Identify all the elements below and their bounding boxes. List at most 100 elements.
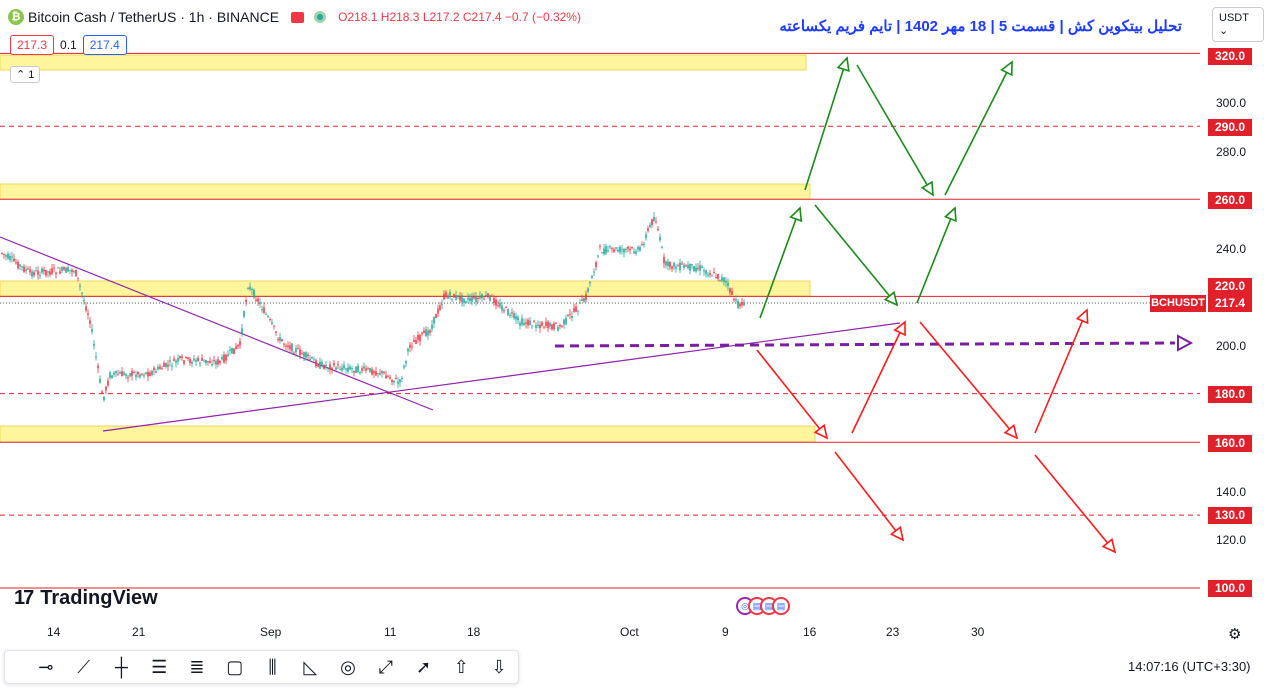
candle-body — [639, 247, 641, 251]
price-label: 240.0 — [1216, 242, 1247, 256]
candle-body — [221, 357, 223, 360]
arrow-down-icon[interactable]: ⇩ — [491, 656, 507, 677]
candle-body — [699, 265, 701, 271]
candle-body — [677, 265, 679, 267]
candle-body — [531, 325, 533, 327]
pitchfork-icon[interactable]: ⫼ — [268, 656, 277, 677]
candle-body — [711, 275, 713, 277]
market-status-icon[interactable] — [291, 11, 305, 23]
brush-icon[interactable]: ⤢ — [378, 656, 393, 677]
drawing-toolbar: ⊸ ⟋ ┼ ☰ ≣ ▢ ⫼ ◺ ◎ ⤢ ➚ ⇧ ⇩ — [4, 650, 519, 684]
vertical-line-icon[interactable]: ┼ — [115, 656, 128, 677]
economic-events[interactable]: ◎ ▤ ▤ ▤ — [736, 597, 790, 615]
candle-body — [493, 297, 495, 304]
currency-selector[interactable]: USDT ⌄ — [1212, 7, 1264, 42]
candle-body — [507, 309, 509, 316]
candle-body — [189, 358, 191, 364]
candle-body — [537, 324, 539, 326]
candle-body — [5, 255, 7, 257]
symbol-title[interactable]: Bitcoin Cash / TetherUS · 1h · BINANCE — [28, 9, 280, 25]
candle-body — [725, 280, 727, 283]
candle-body — [183, 360, 185, 364]
clock[interactable]: 14:07:16 (UTC+3:30) — [1128, 659, 1251, 674]
candle-body — [587, 288, 589, 292]
indicators-collapse-button[interactable]: ⌃ 1 — [10, 66, 41, 83]
candle-body — [155, 371, 157, 373]
candle-body — [423, 330, 425, 334]
candle-body — [697, 267, 699, 269]
bearish-path-arrow-head — [889, 525, 905, 542]
candle-body — [525, 322, 527, 324]
candle-body — [77, 277, 79, 279]
candle-body — [569, 313, 571, 315]
candle-body — [93, 343, 95, 346]
event-flag-icon[interactable]: ▤ — [772, 597, 790, 615]
analysis-title: تحلیل بیتکوین کش | قسمت 5 | 18 مهر 1402 … — [779, 18, 1182, 35]
triangle-pattern-icon[interactable]: ◺ — [303, 656, 318, 677]
candle-body — [667, 261, 669, 266]
arrow-icon[interactable]: ➚ — [415, 656, 432, 677]
candle-body — [599, 246, 601, 248]
rectangle-icon[interactable]: ▢ — [226, 656, 244, 677]
candle-body — [177, 358, 179, 362]
candle-body — [425, 329, 427, 337]
candle-body — [681, 263, 683, 265]
candle-body — [215, 361, 217, 365]
gear-icon[interactable]: ⚙ — [1228, 626, 1242, 643]
bullish-path-arrow — [944, 61, 1013, 196]
trend-line-icon[interactable]: ⟋ — [77, 656, 90, 677]
sell-price-button[interactable]: 217.3 — [10, 35, 55, 55]
candle-body — [339, 369, 341, 371]
candle-body — [607, 250, 609, 252]
candle-body — [475, 296, 477, 303]
candle-body — [483, 298, 485, 300]
candle-body — [167, 364, 169, 367]
candle-body — [567, 314, 569, 316]
candle-body — [299, 349, 301, 356]
candle-body — [731, 290, 733, 295]
symbol-header[interactable]: ₿ Bitcoin Cash / TetherUS · 1h · BINANCE… — [8, 9, 581, 25]
candle-body — [615, 247, 617, 249]
arrow-up-icon[interactable]: ⇧ — [453, 656, 469, 677]
tradingview-logo[interactable]: 17 TradingView — [14, 587, 158, 609]
candle-body — [657, 229, 659, 231]
candle-body — [191, 361, 193, 364]
parallel-channel-icon[interactable]: ☰ — [151, 656, 168, 677]
candle-body — [47, 271, 49, 273]
candle-body — [131, 370, 133, 376]
candle-body — [99, 378, 101, 383]
candle-body — [437, 308, 439, 314]
candle-body — [627, 246, 629, 249]
candle-body — [263, 307, 265, 314]
chevron-up-icon: ⌃ — [16, 69, 26, 81]
candle-body — [19, 264, 21, 267]
buy-price-button[interactable]: 217.4 — [82, 35, 127, 55]
candle-body — [591, 276, 593, 279]
candle-body — [319, 361, 321, 369]
candle-body — [145, 372, 147, 375]
ohlc-values: O218.1 H218.3 L217.2 C217.4 −0.7 (−0.32%… — [338, 10, 581, 24]
candle-body — [209, 360, 211, 364]
candle-body — [617, 250, 619, 252]
candle-body — [217, 359, 219, 365]
candle-body — [173, 358, 175, 362]
candle-body — [323, 364, 325, 369]
candle-body — [465, 301, 467, 303]
candle-body — [15, 262, 17, 264]
candle-body — [613, 249, 615, 252]
price-label: 280.0 — [1216, 145, 1247, 159]
candle-body — [713, 272, 715, 274]
level-tag: 100.0 — [1208, 580, 1252, 597]
fib-retracement-icon[interactable]: ≣ — [189, 656, 205, 677]
horizontal-ray-icon[interactable]: ⊸ — [38, 656, 54, 677]
candle-body — [707, 274, 709, 276]
bullish-path-arrow — [759, 207, 801, 319]
candle-body — [625, 249, 627, 251]
candle-body — [365, 368, 367, 371]
candle-body — [229, 349, 231, 351]
circle-icon[interactable]: ◎ — [340, 656, 356, 677]
candle-body — [439, 305, 441, 310]
candle-body — [255, 299, 257, 301]
candle-body — [201, 357, 203, 361]
